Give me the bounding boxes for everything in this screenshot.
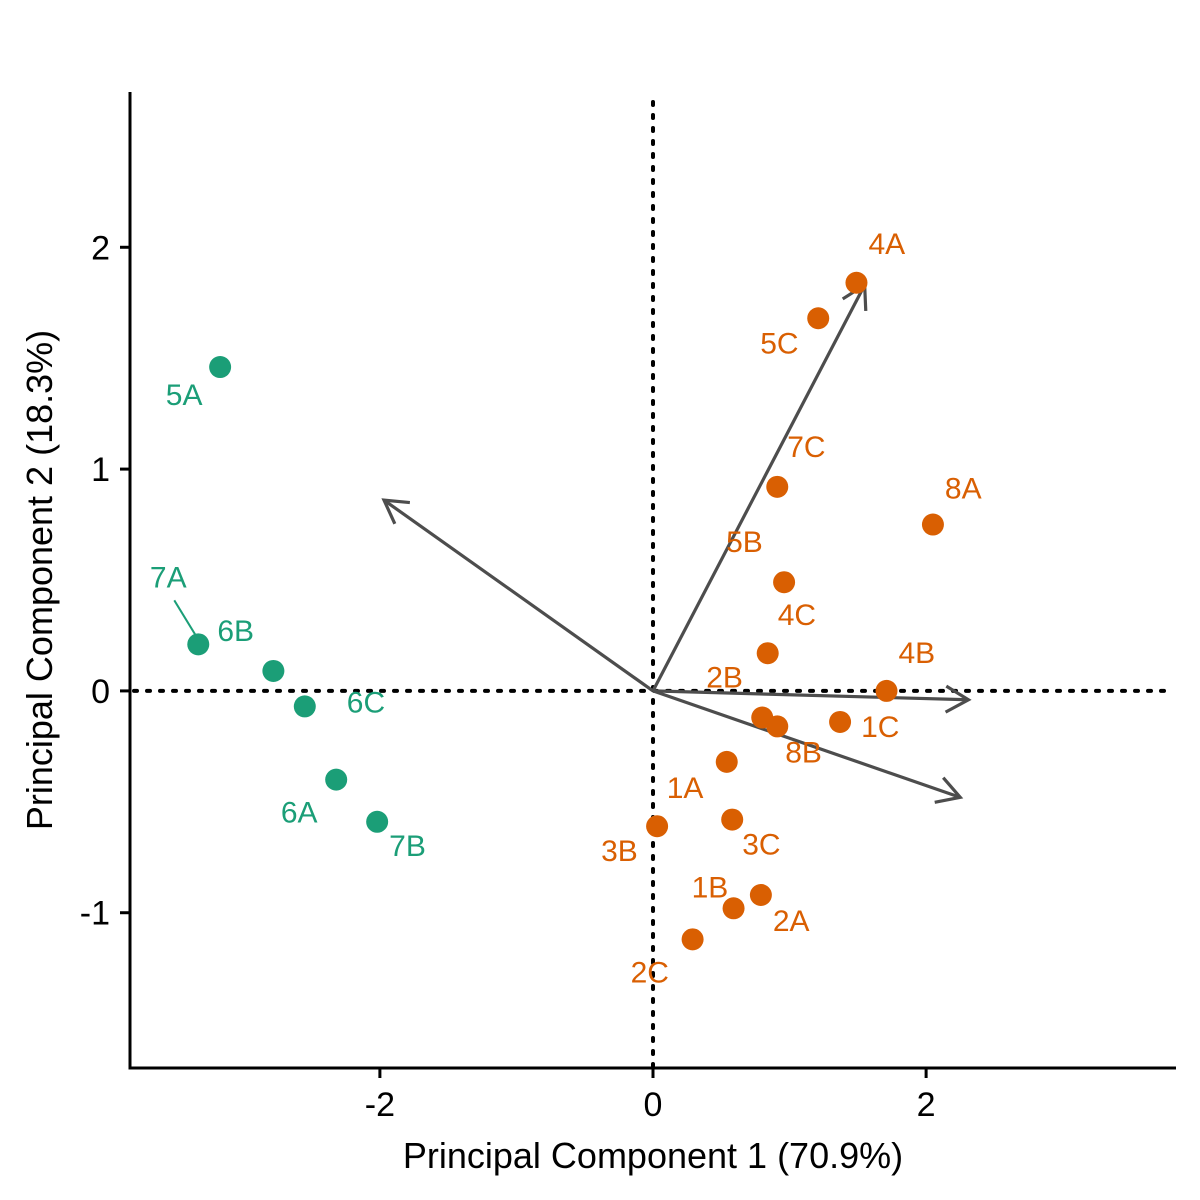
point-2A — [749, 883, 772, 906]
loading-vectors — [381, 282, 972, 804]
loading-vector-arrowhead-3 — [944, 684, 972, 714]
point-label-2C: 2C — [631, 956, 669, 989]
y-tick-label-2: 2 — [91, 229, 110, 267]
point-label-6A: 6A — [281, 797, 318, 830]
leader-line-7A — [173, 599, 198, 637]
point-label-3B: 3B — [601, 835, 638, 868]
point-5A — [209, 356, 232, 379]
y-tick-label-1: 1 — [91, 451, 110, 489]
point-3B — [646, 815, 669, 838]
point-6A — [325, 768, 348, 791]
loading-vector-2 — [651, 284, 867, 692]
point-label-5A: 5A — [166, 379, 203, 412]
point-5C — [807, 307, 830, 330]
y-axis-title: Principal Component 2 (18.3%) — [19, 330, 60, 830]
x-tick-label-0: 0 — [644, 1086, 663, 1124]
loading-vector-3 — [652, 689, 969, 702]
point-label-4B: 4B — [899, 637, 936, 670]
point-8B — [766, 715, 789, 738]
point-label-7A: 7A — [150, 561, 187, 594]
point-4B — [875, 679, 898, 702]
point-label-5B: 5B — [726, 526, 763, 559]
point-1A — [715, 750, 738, 773]
loading-vector-4 — [652, 689, 961, 799]
point-label-5C: 5C — [760, 327, 798, 360]
axes: -2 0 2 -1 0 1 2 — [80, 92, 1176, 1124]
point-label-7B: 7B — [389, 830, 426, 863]
point-label-6C: 6C — [347, 686, 385, 719]
point-7A — [187, 633, 210, 656]
point-1C — [829, 710, 852, 733]
point-3C — [721, 808, 744, 831]
point-label-1A: 1A — [667, 772, 704, 805]
point-7B — [366, 810, 389, 833]
point-label-1C: 1C — [861, 711, 899, 744]
point-label-6B: 6B — [217, 615, 254, 648]
point-7C — [766, 475, 789, 498]
point-4A — [845, 271, 868, 294]
point-6B — [262, 659, 285, 682]
point-5B — [773, 571, 796, 594]
point-label-8A: 8A — [945, 473, 982, 506]
loading-vector-arrowhead-4 — [934, 776, 964, 804]
point-label-4A: 4A — [868, 228, 905, 261]
point-1B — [722, 897, 745, 920]
point-label-1B: 1B — [692, 871, 729, 904]
point-label-2B: 2B — [706, 662, 743, 695]
data-points — [187, 271, 944, 951]
loading-vector-1 — [383, 498, 654, 693]
x-tick-label-2: 2 — [917, 1086, 936, 1124]
loading-vector-arrowhead-1 — [381, 498, 411, 525]
point-2C — [681, 928, 704, 951]
point-label-4C: 4C — [778, 599, 816, 632]
point-8A — [921, 513, 944, 536]
point-label-8B: 8B — [785, 736, 822, 769]
y-tick-label--1: -1 — [80, 895, 110, 933]
point-4C — [756, 642, 779, 665]
point-label-3C: 3C — [742, 829, 780, 862]
point-label-2A: 2A — [773, 905, 810, 938]
reference-lines — [132, 100, 1174, 1068]
point-labels: 5A 7A 6B 6C 6A 7B 4A 5C 7C 8A 5B 4C 4B 2B 8B 1C 1A 3C 3B 2A… — [150, 228, 982, 990]
point-6C — [293, 695, 316, 718]
x-tick-label--2: -2 — [365, 1086, 395, 1124]
point-label-7C: 7C — [787, 431, 825, 464]
x-axis-title: Principal Component 1 (70.9%) — [403, 1135, 903, 1176]
y-tick-label-0: 0 — [91, 673, 110, 711]
